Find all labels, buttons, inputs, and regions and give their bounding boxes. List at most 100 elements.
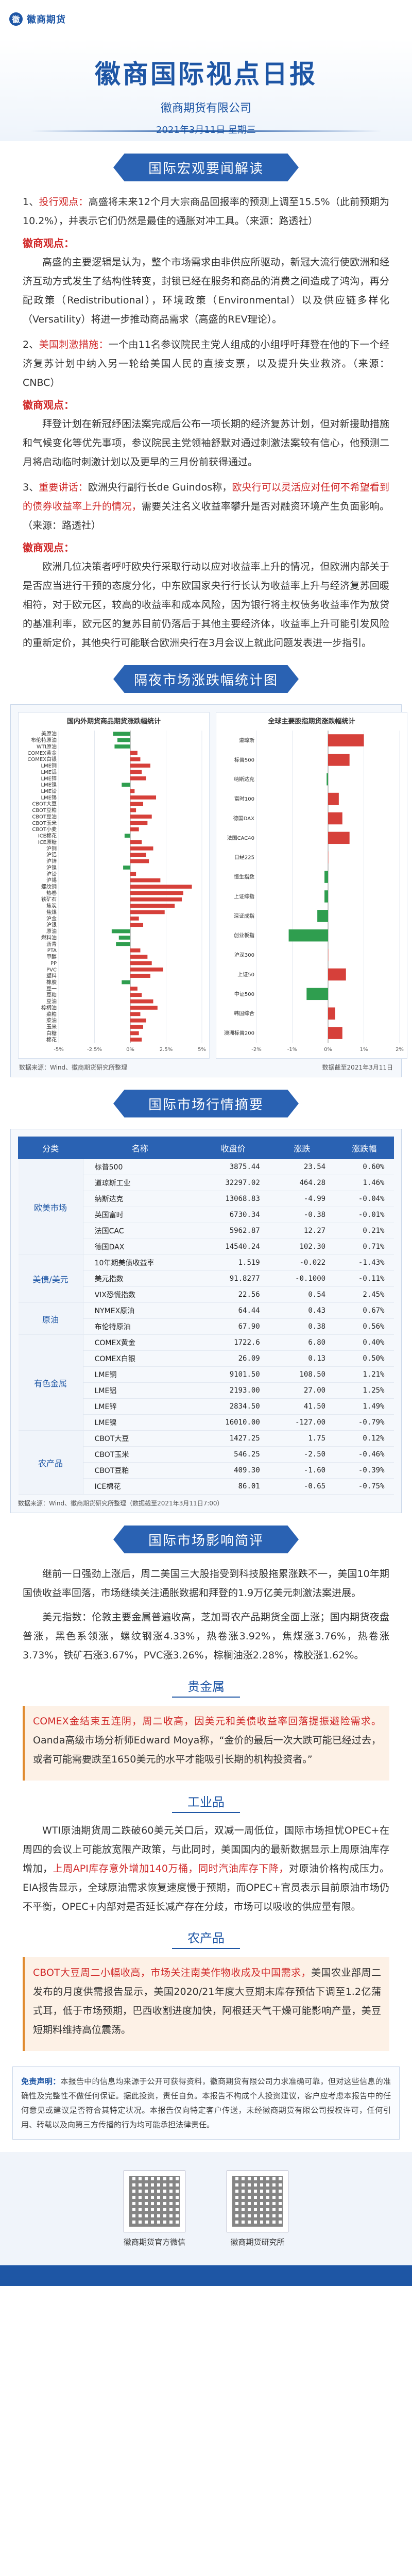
chart-category-label: LME铜 <box>41 763 57 769</box>
table-value-cell: -127.00 <box>269 1414 335 1431</box>
table-value-cell: 102.30 <box>269 1239 335 1255</box>
table-value-cell: 64.44 <box>197 1302 269 1319</box>
chart-tick-label: -5% <box>54 1047 63 1053</box>
chart-category-label: 德国DAX <box>233 815 254 822</box>
table-value-cell: 9101.50 <box>197 1366 269 1383</box>
table-value-cell: 0.12% <box>335 1430 394 1447</box>
chart-category-label: 布伦特原油 <box>31 737 57 743</box>
chart-tick-label: 0% <box>324 1047 332 1053</box>
table-value-cell: 14540.24 <box>197 1239 269 1255</box>
table-name-cell: CBOT玉米 <box>83 1446 197 1463</box>
chart-bar <box>130 885 192 889</box>
section-banner-macro: 国际宏观要闻解读 <box>113 154 299 181</box>
table-name-cell: 10年期美债收益率 <box>83 1255 197 1271</box>
chart-bar <box>130 757 141 761</box>
chart-category-label: WTI原油 <box>37 743 57 750</box>
table-name-cell: 道琼斯工业 <box>83 1175 197 1191</box>
chart-bar <box>130 776 146 781</box>
chart-category-label: 棉花 <box>46 1036 57 1043</box>
chart-category-label: ICE棉花 <box>38 833 57 839</box>
news-item-3-highlight: 欧央行可以灵活应对任何不希望看到的债券收益率上升的情况， <box>23 482 389 512</box>
chart-category-label: 豆粕 <box>46 992 57 998</box>
table-value-cell: 0.54 <box>269 1286 335 1303</box>
chart-bar <box>114 744 130 749</box>
chart-category-label: 原油 <box>46 928 57 935</box>
table-header-cell: 收盘价 <box>196 1137 270 1159</box>
news-item-1-number: 1、 <box>23 196 39 208</box>
chart-bar <box>130 751 138 755</box>
table-category-cell: 原油 <box>18 1302 83 1335</box>
table-row: 纳斯达克 13068.83 -4.99 -0.04% <box>19 1191 394 1207</box>
company-logo-text: 徽商期货 <box>27 14 66 25</box>
chart-tick-label: 5% <box>198 1047 206 1053</box>
chart-bar <box>328 948 329 961</box>
chart-bar <box>130 859 149 863</box>
chart-category-label: 道琼斯 <box>239 737 254 743</box>
chart-bar <box>130 974 150 978</box>
qr-research-label: 徽商期货研究所 <box>230 2237 285 2247</box>
table-value-cell: 1.21% <box>335 1366 394 1383</box>
table-row: 道琼斯工业 32297.02 464.28 1.46% <box>19 1175 394 1191</box>
bottom-strip <box>0 2265 412 2286</box>
chart-bar <box>130 1025 144 1029</box>
table-header-cell: 涨跌 <box>269 1137 335 1159</box>
chart-category-label: CBOT大豆 <box>32 801 57 807</box>
table-value-cell: 5962.87 <box>197 1223 269 1239</box>
table-row: 农产品 CBOT大豆 1427.25 1.75 0.12% <box>18 1430 394 1495</box>
disclaimer-box: 免责声明：本报告中的信息均来源于公开可获得资料，徽商期货有限公司力求准确可靠，但… <box>12 2066 400 2140</box>
qr-official: 徽商期货官方微信 <box>123 2170 185 2247</box>
chart-category-label: 沪深300 <box>234 952 254 958</box>
chart-bar <box>328 754 350 766</box>
news-item-2-head: 2、美国刺激措施：一个由11名参议院民主党人组成的小组呼吁拜登在他的下一个经济复… <box>23 335 389 393</box>
table-name-cell: CBOT大豆 <box>83 1430 197 1447</box>
report-date: 2021年3月11日 星期三 <box>0 123 412 136</box>
chart-tick-label: 1% <box>360 1047 368 1053</box>
news-item-1-tag: 投行观点： <box>39 196 89 208</box>
chart-bar <box>328 968 346 981</box>
table-name-cell: NYMEX原油 <box>83 1302 197 1319</box>
table-value-cell: 67.90 <box>197 1318 269 1335</box>
chart-category-label: 上证综指 <box>234 893 254 900</box>
chart-category-label: 豆油 <box>46 998 57 1005</box>
chart-bar <box>130 955 148 959</box>
chart-category-label: 棕榈油 <box>41 1004 57 1011</box>
table-row: 英国富时 6730.34 -0.38 -0.01% <box>19 1207 394 1223</box>
section-banner-commentary: 国际市场影响简评 <box>113 1526 299 1553</box>
chart-bar <box>116 942 130 946</box>
table-name-cell: 纳斯达克 <box>83 1191 197 1207</box>
chart-bar <box>328 1007 335 1020</box>
chart-category-label: PTA <box>47 948 57 954</box>
chart-category-label: 玉米 <box>46 1024 57 1030</box>
table-value-cell: 1.75 <box>269 1430 335 1447</box>
table-value-cell: 0.67% <box>335 1302 394 1319</box>
chart-date-text: 数据截至2021年3月11日 <box>322 1064 393 1071</box>
chart-category-label: 白糖 <box>46 1030 57 1037</box>
chart-category-label: 塑料 <box>46 973 57 979</box>
table-value-cell: 0.38 <box>269 1318 335 1335</box>
table-value-cell: 546.25 <box>197 1446 269 1463</box>
table-header-cell: 分类 <box>18 1137 83 1159</box>
chart-bar <box>130 1006 158 1010</box>
agriculture-text: 美国农业部周二发布的月度供需报告显示，美国2020/21年度大豆期末库存预估下调… <box>33 1967 381 2036</box>
chart-category-label: 纳斯达克 <box>234 776 254 783</box>
table-name-cell: LME铜 <box>83 1366 197 1383</box>
table-value-cell: 0.56% <box>335 1318 394 1335</box>
chart-bar <box>130 815 152 819</box>
chart-category-label: PVC <box>46 967 57 973</box>
table-row: VIX恐慌指数 22.56 0.54 2.45% <box>19 1286 394 1303</box>
chart-category-label: COMEX黄金 <box>27 750 57 756</box>
table-name-cell: 标普500 <box>83 1159 197 1175</box>
chart-category-label: 菜油 <box>46 1017 57 1024</box>
chart-bar <box>288 929 328 942</box>
table-row: LME锌 2834.50 41.50 1.49% <box>19 1398 394 1415</box>
chart-tick-label: 0% <box>126 1047 134 1053</box>
chart-bar <box>118 936 130 940</box>
table-row: 美元指数 91.8277 -0.1000 -0.11% <box>19 1270 394 1287</box>
chart-category-label: CBOT小麦 <box>32 826 57 833</box>
table-source: 数据来源：Wind、徽商期货研究所整理（数据截至2021年3月11日7:00） <box>18 1500 224 1507</box>
chart-category-label: 法国CAC40 <box>227 835 254 841</box>
chart-bar <box>327 773 328 786</box>
table-value-cell: 0.50% <box>335 1350 394 1367</box>
chart-bar <box>113 732 130 736</box>
